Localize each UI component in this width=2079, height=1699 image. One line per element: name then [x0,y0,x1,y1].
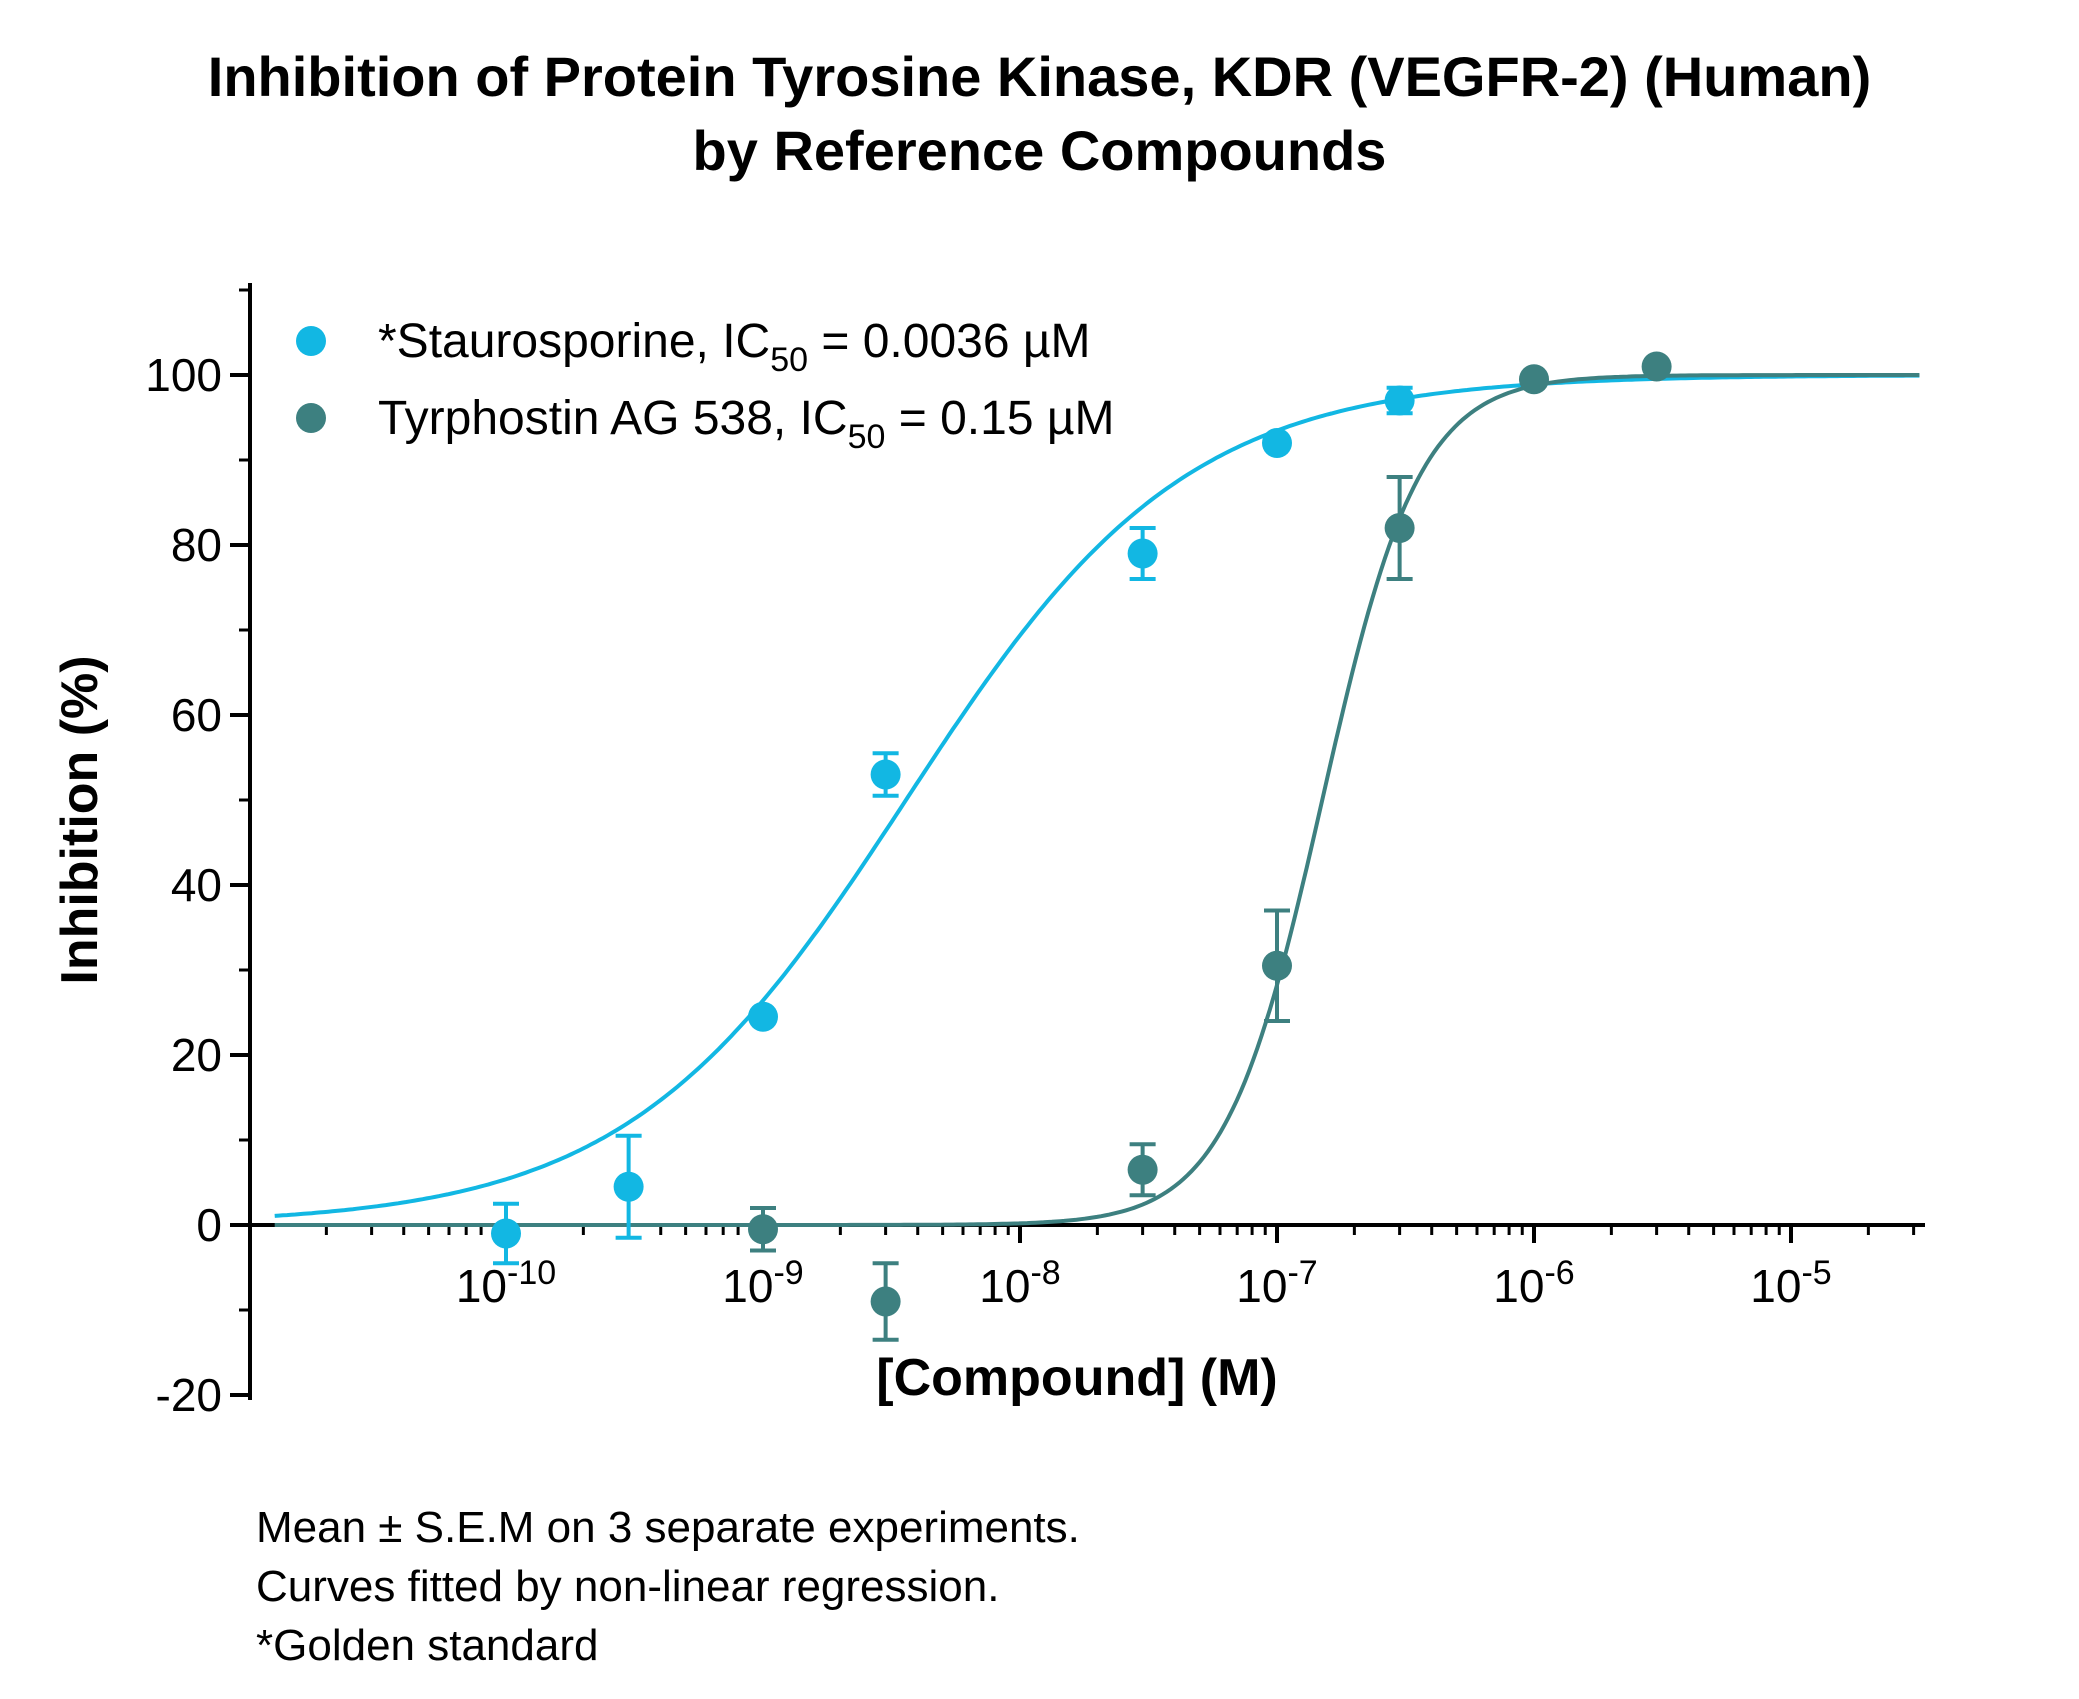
x-tick-label: 10-8 [979,1254,1060,1312]
data-point-series-1 [613,1171,644,1202]
x-tick-label: 10-6 [1493,1254,1574,1312]
footnote-line: *Golden standard [256,1621,599,1670]
data-point-series-1 [748,1001,778,1032]
data-point-series-2 [1384,513,1415,543]
legend-label-1: *Staurosporine, IC50 = 0.0036 µM [378,315,1091,379]
data-point-series-1 [1384,385,1415,416]
data-point-series-1 [491,1218,521,1249]
fitted-curve-2 [274,373,1920,1227]
chart-title: Inhibition of Protein Tyrosine Kinase, K… [0,40,2079,188]
chart-title-line-2: by Reference Compounds [692,119,1387,182]
x-tick-label: 10-9 [722,1254,803,1312]
x-axis-title: [Compound] (M) [876,1349,1277,1407]
footnote-line: Mean ± S.E.M on 3 separate experiments. [256,1503,1080,1552]
legend-label-2: Tyrphostin AG 538, IC50 = 0.15 µM [378,392,1115,456]
y-axis-title: Inhibition (%) [51,655,109,984]
data-point-series-1 [1127,538,1158,569]
y-axis: -20 0 20 40 60 80 100 [145,283,252,1421]
legend-marker-2 [296,403,326,433]
fitted-curves [274,373,1920,1227]
x-tick-label: 10-5 [1750,1254,1831,1312]
data-point-series-2 [870,1286,901,1317]
data-point-series-1 [870,759,901,790]
y-tick-label: 100 [145,349,222,401]
legend-marker-1 [296,326,326,356]
legend: *Staurosporine, IC50 = 0.0036 µM Tyrphost… [296,315,1115,456]
x-tick-label: 10-7 [1236,1254,1317,1312]
data-point-series-2 [1519,364,1549,395]
data-point-series-2 [1127,1154,1158,1185]
chart-title-line-1: Inhibition of Protein Tyrosine Kinase, K… [207,45,1872,108]
data-point-series-1 [1262,428,1292,458]
y-tick-label: 40 [171,859,222,911]
y-tick-label: -20 [156,1369,222,1421]
data-point-series-2 [1262,950,1292,981]
y-tick-label: 60 [171,689,222,741]
y-tick-label: 80 [171,519,222,571]
footnotes: Mean ± S.E.M on 3 separate experiments. … [256,1498,1080,1675]
y-tick-label: 20 [171,1029,222,1081]
x-axis: 10-10 10-9 10-8 10-7 10-6 10-5 [250,1223,1925,1312]
x-tick-label: 10-10 [456,1254,556,1312]
data-points [491,351,1672,1342]
data-point-series-2 [748,1214,778,1245]
footnote-line: Curves fitted by non-linear regression. [256,1562,1000,1611]
y-tick-label: 0 [196,1199,222,1251]
fitted-curve-1 [274,373,1920,1218]
data-point-series-2 [1641,351,1672,382]
